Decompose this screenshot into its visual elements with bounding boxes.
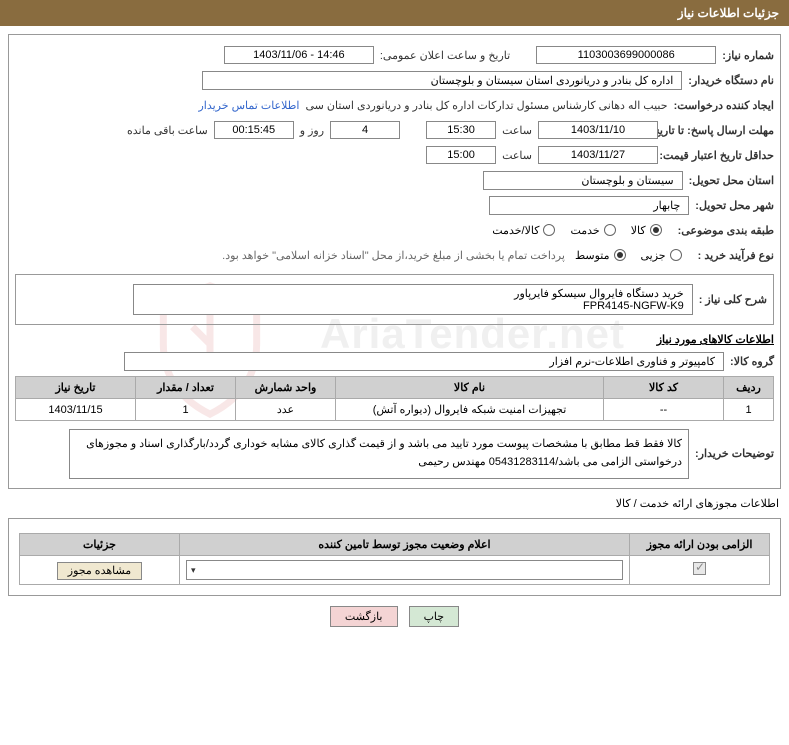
process-note: پرداخت تمام یا بخشی از مبلغ خرید،از محل … <box>222 249 565 262</box>
view-license-button[interactable]: مشاهده مجوز <box>57 562 142 580</box>
announce-value: 14:46 - 1403/11/06 <box>224 46 374 64</box>
th-unit: واحد شمارش <box>236 377 336 399</box>
contact-link[interactable]: اطلاعات تماس خریدار <box>198 99 299 112</box>
th-code: کد کالا <box>604 377 724 399</box>
radio-small[interactable]: جزیی <box>641 249 682 262</box>
td-unit: عدد <box>236 399 336 421</box>
status-dropdown[interactable]: ▾ <box>186 560 623 580</box>
td-row: 1 <box>724 399 774 421</box>
buyer-value: اداره کل بنادر و دریانوردی استان سیستان … <box>202 71 682 90</box>
need-no-value: 1103003699000086 <box>536 46 716 64</box>
th-qty: تعداد / مقدار <box>136 377 236 399</box>
mandatory-checkbox <box>693 562 706 575</box>
buyer-notes: کالا فقط قط مطابق با مشخصات پیوست مورد ت… <box>69 429 689 479</box>
requester-label: ایجاد کننده درخواست: <box>674 99 774 112</box>
desc-label: شرح کلی نیاز : <box>699 293 767 306</box>
group-value: کامپیوتر و فناوری اطلاعات-نرم افزار <box>124 352 724 371</box>
license-row: ▾ مشاهده مجوز <box>20 556 770 585</box>
license-section-title: اطلاعات مجوزهای ارائه خدمت / کالا <box>10 497 779 510</box>
buyer-notes-label: توضیحات خریدار: <box>695 447 774 460</box>
button-row: چاپ بازگشت <box>0 606 789 627</box>
page-header: جزئیات اطلاعات نیاز <box>0 0 789 26</box>
buyer-label: نام دستگاه خریدار: <box>688 74 774 87</box>
td-qty: 1 <box>136 399 236 421</box>
category-label: طبقه بندی موضوعی: <box>678 224 774 237</box>
process-radio-group: جزیی متوسط <box>575 249 682 262</box>
radio-dot-small <box>670 249 682 261</box>
th-date: تاریخ نیاز <box>16 377 136 399</box>
td-details: مشاهده مجوز <box>20 556 180 585</box>
days-value: 4 <box>330 121 400 139</box>
license-box: الزامی بودن ارائه مجوز اعلام وضعیت مجوز … <box>8 518 781 596</box>
process-label: نوع فرآیند خرید : <box>698 249 774 262</box>
radio-dot-both <box>543 224 555 236</box>
print-button[interactable]: چاپ <box>409 606 460 627</box>
countdown: 00:15:45 <box>214 121 294 139</box>
deadline-time: 15:30 <box>426 121 496 139</box>
td-mandatory <box>630 556 770 585</box>
city-label: شهر محل تحویل: <box>695 199 774 212</box>
table-header-row: ردیف کد کالا نام کالا واحد شمارش تعداد /… <box>16 377 774 399</box>
th-row: ردیف <box>724 377 774 399</box>
th-mandatory: الزامی بودن ارائه مجوز <box>630 534 770 556</box>
province-value: سیستان و بلوچستان <box>483 171 683 190</box>
group-label: گروه کالا: <box>730 355 774 368</box>
deadline-label: مهلت ارسال پاسخ: تا تاریخ: <box>664 124 774 137</box>
validity-label: حداقل تاریخ اعتبار قیمت: تا تاریخ: <box>664 149 774 162</box>
validity-date: 1403/11/27 <box>538 146 658 164</box>
radio-kala[interactable]: کالا <box>631 224 662 237</box>
th-name: نام کالا <box>336 377 604 399</box>
days-and-label: روز و <box>300 124 324 137</box>
radio-dot-medium <box>614 249 626 261</box>
th-details: جزئیات <box>20 534 180 556</box>
city-value: چابهار <box>489 196 689 215</box>
td-name: تجهیزات امنیت شبکه فایروال (دیواره آتش) <box>336 399 604 421</box>
license-table: الزامی بودن ارائه مجوز اعلام وضعیت مجوز … <box>19 533 770 585</box>
province-label: استان محل تحویل: <box>689 174 774 187</box>
chevron-down-icon: ▾ <box>191 565 196 576</box>
license-header-row: الزامی بودن ارائه مجوز اعلام وضعیت مجوز … <box>20 534 770 556</box>
td-code: -- <box>604 399 724 421</box>
need-no-label: شماره نیاز: <box>722 49 774 62</box>
category-radio-group: کالا خدمت کالا/خدمت <box>492 224 661 237</box>
radio-medium[interactable]: متوسط <box>575 249 626 262</box>
time-label-1: ساعت <box>502 124 532 137</box>
radio-dot-khedmat <box>604 224 616 236</box>
page-title: جزئیات اطلاعات نیاز <box>678 6 779 20</box>
goods-table: ردیف کد کالا نام کالا واحد شمارش تعداد /… <box>15 376 774 421</box>
remaining-label: ساعت باقی مانده <box>127 124 208 137</box>
radio-khedmat[interactable]: خدمت <box>570 224 615 237</box>
table-row: 1 -- تجهیزات امنیت شبکه فایروال (دیواره … <box>16 399 774 421</box>
requester-value: حبیب اله دهانی کارشناس مسئول تدارکات ادا… <box>305 99 667 112</box>
th-status: اعلام وضعیت مجوز توسط تامین کننده <box>180 534 630 556</box>
td-date: 1403/11/15 <box>16 399 136 421</box>
deadline-date: 1403/11/10 <box>538 121 658 139</box>
announce-label: تاریخ و ساعت اعلان عمومی: <box>380 49 510 62</box>
radio-dot-kala <box>650 224 662 236</box>
back-button[interactable]: بازگشت <box>330 606 398 627</box>
time-label-2: ساعت <box>502 149 532 162</box>
main-form-box: شماره نیاز: 1103003699000086 تاریخ و ساع… <box>8 34 781 489</box>
goods-section-title: اطلاعات کالاهای مورد نیاز <box>15 333 774 346</box>
validity-time: 15:00 <box>426 146 496 164</box>
td-status: ▾ <box>180 556 630 585</box>
radio-both[interactable]: کالا/خدمت <box>492 224 555 237</box>
desc-value: خرید دستگاه فایروال سیسکو فایرپاور FPR41… <box>133 284 693 315</box>
